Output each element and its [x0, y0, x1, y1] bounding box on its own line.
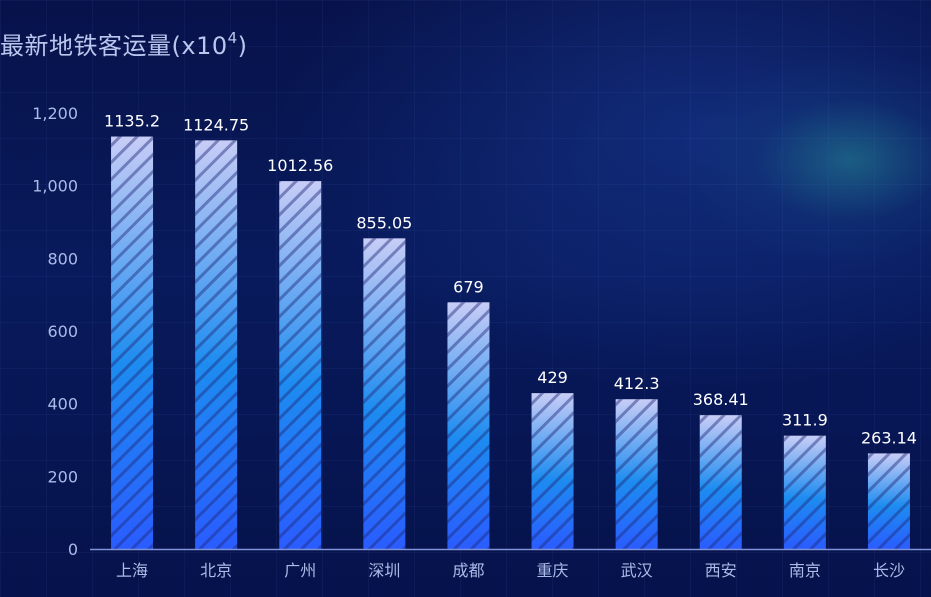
bar-value-label: 263.14: [861, 428, 917, 447]
bar-hatch: [867, 453, 910, 549]
x-tick-label: 长沙: [873, 561, 905, 580]
bar-value-label: 855.05: [356, 213, 412, 232]
bar-value-label: 1135.2: [104, 112, 160, 131]
bar-hatch: [615, 399, 658, 549]
bar-hatch: [111, 136, 154, 549]
bar-group: 429: [531, 368, 574, 549]
y-axis: 0 200 400 600 800 1,000 1,200: [32, 104, 78, 559]
bar-value-label: 429: [537, 368, 568, 387]
bar-value-label: 412.3: [614, 374, 660, 393]
bar-group: 1124.75: [183, 115, 249, 550]
bar-hatch: [699, 415, 742, 549]
y-tick-label: 600: [47, 322, 78, 341]
chart-title-suffix: ): [237, 32, 248, 60]
bar-group: 412.3: [614, 374, 660, 549]
x-tick-label: 北京: [200, 561, 232, 580]
bar-hatch: [447, 302, 490, 549]
x-tick-label: 广州: [284, 561, 316, 580]
x-tick-label: 重庆: [537, 561, 569, 580]
bar-group: 368.41: [693, 390, 749, 549]
bar-hatch: [279, 181, 322, 549]
y-tick-label: 400: [47, 395, 78, 414]
chart-title-text: 最新地铁客运量(x10: [0, 32, 228, 60]
bar-group: 1135.2: [104, 112, 160, 549]
chart-title: 最新地铁客运量(x104): [0, 26, 248, 61]
x-axis: 上海 北京 广州 深圳 成都 重庆 武汉 西安 南京 长沙: [90, 548, 931, 580]
bar-hatch: [531, 393, 574, 549]
bar-group: 311.9: [782, 411, 828, 549]
bar-value-label: 1124.75: [183, 115, 249, 134]
x-tick-label: 上海: [116, 561, 148, 580]
bar-value-label: 1012.56: [267, 156, 333, 175]
x-tick-label: 深圳: [368, 561, 400, 580]
bar-series: 1135.2 1124.75 1012.56 855.05 679 429 412.3 368…: [104, 112, 917, 550]
x-tick-label: 成都: [452, 561, 484, 580]
bar-hatch: [195, 140, 238, 550]
bar-value-label: 679: [453, 277, 484, 296]
bar-group: 263.14: [861, 428, 917, 549]
x-tick-label: 南京: [789, 561, 821, 580]
bar-group: 1012.56: [267, 156, 333, 549]
bar-group: 679: [447, 277, 490, 549]
bar-hatch: [783, 435, 826, 549]
bar-value-label: 368.41: [693, 390, 749, 409]
y-tick-label: 200: [47, 467, 78, 486]
x-tick-label: 武汉: [621, 561, 653, 580]
x-tick-label: 西安: [705, 561, 737, 580]
bar-value-label: 311.9: [782, 411, 828, 430]
y-tick-label: 800: [47, 249, 78, 268]
y-tick-label: 1,000: [32, 177, 78, 196]
y-tick-label: 0: [68, 540, 78, 559]
y-tick-label: 1,200: [32, 104, 78, 123]
chart-title-exponent: 4: [227, 29, 238, 47]
bar-group: 855.05: [356, 213, 412, 549]
bar-hatch: [363, 238, 406, 549]
